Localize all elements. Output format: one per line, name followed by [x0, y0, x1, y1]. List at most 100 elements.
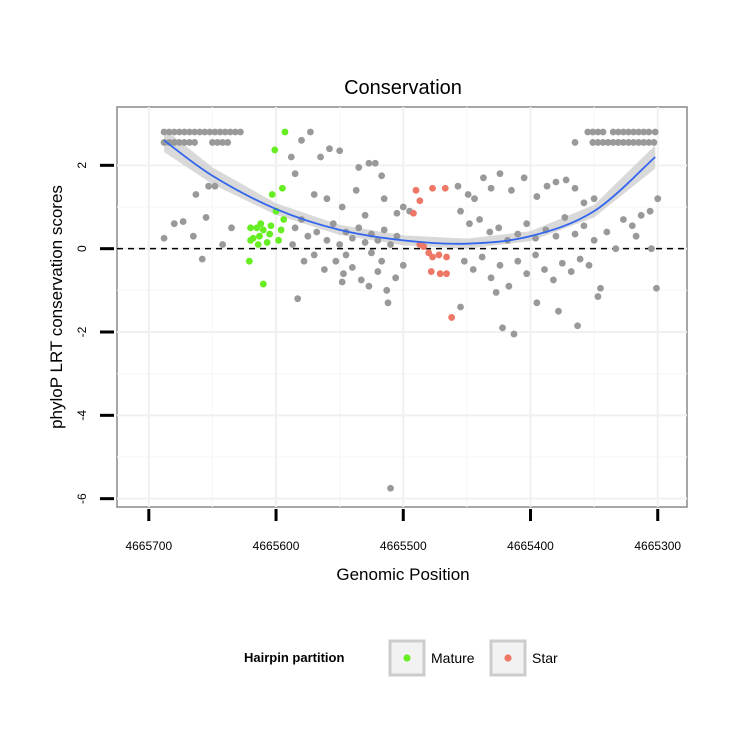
- point-other: [186, 139, 193, 146]
- point-other: [635, 128, 643, 136]
- point-other: [300, 257, 308, 265]
- point-other: [387, 241, 394, 248]
- point-other: [609, 139, 617, 146]
- point-other: [460, 257, 468, 265]
- point-other: [317, 153, 324, 161]
- point-other: [603, 228, 611, 236]
- point-other: [383, 286, 391, 294]
- point-other: [487, 184, 495, 192]
- point-other: [594, 293, 602, 300]
- point-other: [597, 284, 604, 292]
- y-tick-label: -6: [75, 493, 89, 504]
- point-star: [436, 270, 444, 278]
- point-other: [378, 257, 386, 265]
- point-other: [532, 251, 539, 259]
- point-other: [464, 191, 472, 198]
- point-other: [466, 220, 473, 228]
- point-other: [378, 172, 386, 180]
- point-other: [221, 128, 229, 136]
- point-other: [336, 147, 344, 155]
- point-other: [348, 264, 356, 271]
- y-tick-label: 0: [75, 245, 89, 252]
- point-other: [196, 128, 204, 136]
- point-other: [374, 236, 382, 244]
- point-other: [340, 270, 347, 278]
- point-mature: [267, 222, 275, 230]
- point-other: [594, 139, 602, 146]
- y-tick-label: 2: [75, 162, 89, 169]
- point-star: [448, 314, 456, 321]
- point-mature: [281, 128, 289, 136]
- point-star: [435, 251, 443, 259]
- point-other: [392, 274, 400, 282]
- point-other: [329, 220, 337, 228]
- point-other: [523, 270, 531, 278]
- point-other: [567, 268, 575, 275]
- point-mature: [268, 191, 276, 198]
- point-other: [640, 139, 648, 146]
- point-other: [585, 261, 593, 269]
- point-other: [594, 128, 602, 136]
- point-other: [342, 251, 350, 259]
- point-other: [619, 128, 627, 136]
- point-other: [294, 295, 302, 303]
- point-other: [492, 289, 500, 296]
- point-other: [226, 128, 234, 136]
- point-other: [478, 253, 486, 261]
- point-other: [192, 191, 200, 198]
- point-star: [412, 186, 420, 194]
- point-other: [612, 245, 620, 253]
- point-other: [476, 216, 484, 223]
- point-other: [543, 182, 551, 190]
- point-other: [614, 128, 622, 136]
- point-other: [310, 191, 318, 198]
- point-other: [332, 257, 340, 265]
- gridlines: [117, 107, 687, 507]
- point-other: [237, 128, 244, 136]
- point-other: [287, 153, 295, 161]
- point-other: [571, 184, 579, 192]
- point-mature: [271, 146, 279, 154]
- point-mature: [247, 236, 254, 244]
- point-other: [289, 241, 296, 248]
- point-other: [211, 128, 219, 136]
- point-mature: [275, 236, 282, 244]
- point-other: [647, 245, 655, 253]
- series-star: [410, 184, 456, 321]
- point-other: [614, 139, 622, 146]
- point-other: [313, 228, 321, 236]
- point-other: [365, 159, 373, 167]
- point-other: [576, 255, 584, 263]
- point-other: [625, 128, 632, 136]
- point-other: [496, 170, 504, 178]
- point-mature: [277, 226, 285, 234]
- point-other: [487, 274, 495, 282]
- point-mature: [259, 280, 267, 288]
- point-other: [170, 139, 178, 146]
- point-other: [399, 203, 407, 211]
- legend: Hairpin partition Mature Star: [244, 639, 558, 677]
- y-tick-label: -4: [75, 410, 89, 421]
- point-other: [380, 226, 388, 234]
- point-other: [298, 136, 305, 144]
- point-star: [427, 268, 435, 275]
- point-other: [191, 128, 199, 136]
- point-other: [520, 174, 528, 182]
- point-other: [454, 182, 462, 190]
- point-other: [338, 203, 346, 211]
- point-other: [630, 139, 637, 146]
- point-other: [571, 230, 579, 238]
- point-other: [357, 276, 365, 284]
- point-other: [532, 234, 539, 242]
- point-other: [393, 209, 401, 217]
- point-star: [416, 197, 424, 205]
- point-other: [170, 128, 178, 136]
- point-other: [291, 224, 299, 232]
- point-other: [640, 128, 648, 136]
- point-other: [635, 139, 643, 146]
- point-other: [471, 195, 478, 203]
- point-other: [599, 128, 607, 136]
- point-other: [201, 128, 209, 136]
- point-other: [165, 128, 173, 136]
- point-mature: [263, 239, 271, 246]
